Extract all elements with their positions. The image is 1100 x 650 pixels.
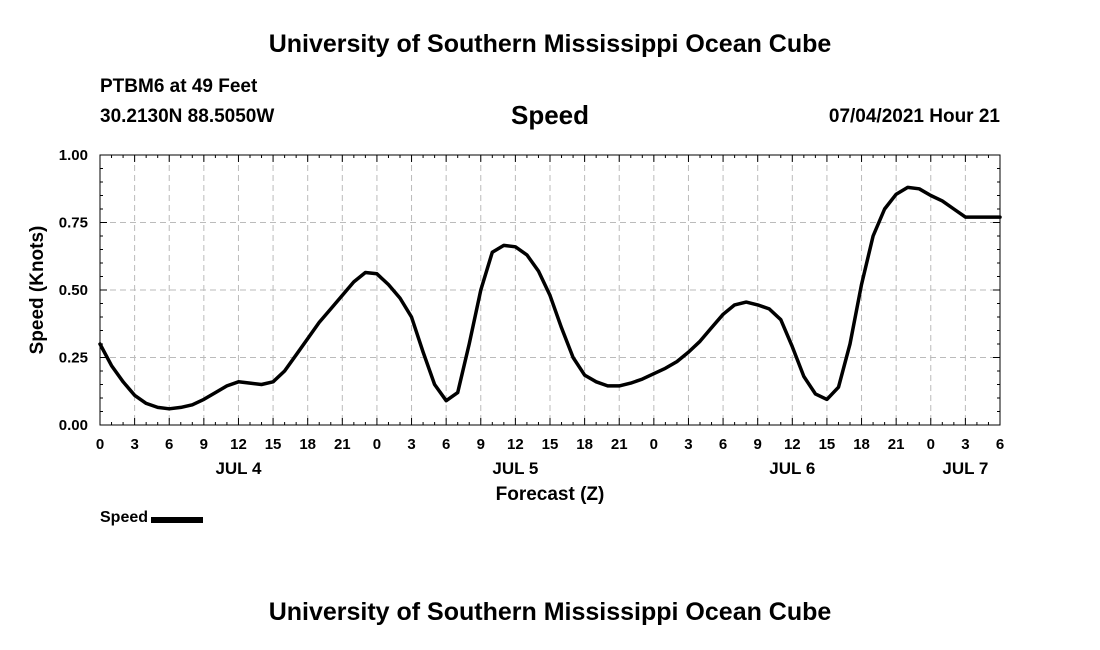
- header-title: University of Southern Mississippi Ocean…: [268, 30, 832, 58]
- x-tick-label: 12: [784, 436, 801, 453]
- series-line-speed: [98, 185, 1002, 411]
- legend-label: Speed: [100, 509, 149, 526]
- x-tick-label: 3: [407, 436, 415, 453]
- x-date-label: JUL 4: [215, 459, 262, 478]
- footer-title: University of Southern Mississippi Ocean…: [268, 598, 832, 626]
- x-tick-label: 12: [507, 436, 524, 453]
- coordinates-label: 30.2130N 88.5050W: [100, 106, 275, 127]
- timestamp-label: 07/04/2021 Hour 21: [828, 106, 1000, 127]
- x-tick-label: 21: [888, 436, 905, 453]
- x-tick-label: 0: [96, 436, 104, 453]
- x-tick-label: 18: [299, 436, 316, 453]
- plot-frame: [99, 154, 1001, 426]
- y-tick-label: 1.00: [59, 147, 88, 164]
- x-tick-label: 12: [230, 436, 247, 453]
- y-axis-label: Speed (Knots): [27, 226, 48, 355]
- x-tick-label: 0: [927, 436, 935, 453]
- legend: Speed: [100, 509, 204, 527]
- x-tick-label: 6: [165, 436, 173, 453]
- y-tick-label: 0.00: [59, 417, 88, 434]
- station-label: PTBM6 at 49 Feet: [100, 76, 258, 97]
- y-tick-label: 0.50: [59, 282, 88, 299]
- x-tick-label: 0: [373, 436, 381, 453]
- x-tick-label: 6: [442, 436, 450, 453]
- x-tick-label: 18: [576, 436, 593, 453]
- x-tick-label: 3: [961, 436, 969, 453]
- x-tick-label: 9: [754, 436, 762, 453]
- x-date-label: JUL 6: [769, 459, 815, 478]
- y-tick-label: 0.25: [59, 350, 88, 367]
- x-tick-label: 6: [719, 436, 727, 453]
- x-tick-label: 6: [996, 436, 1004, 453]
- x-tick-label: 21: [611, 436, 628, 453]
- legend-swatch: [151, 516, 204, 523]
- x-tick-label: 0: [650, 436, 658, 453]
- x-tick-label: 3: [684, 436, 692, 453]
- x-tick-label: 9: [477, 436, 485, 453]
- x-tick-label: 15: [542, 436, 559, 453]
- x-date-label: JUL 7: [942, 459, 988, 478]
- x-tick-label: 9: [200, 436, 208, 453]
- x-tick-label: 21: [334, 436, 351, 453]
- y-tick-label: 0.75: [59, 215, 88, 232]
- x-tick-label: 3: [130, 436, 138, 453]
- x-tick-label: 18: [853, 436, 870, 453]
- x-tick-label: 15: [265, 436, 282, 453]
- chart-title: Speed: [510, 100, 590, 130]
- x-axis-label: Forecast (Z): [496, 484, 605, 505]
- x-tick-label: 15: [819, 436, 836, 453]
- x-date-label: JUL 5: [492, 459, 538, 478]
